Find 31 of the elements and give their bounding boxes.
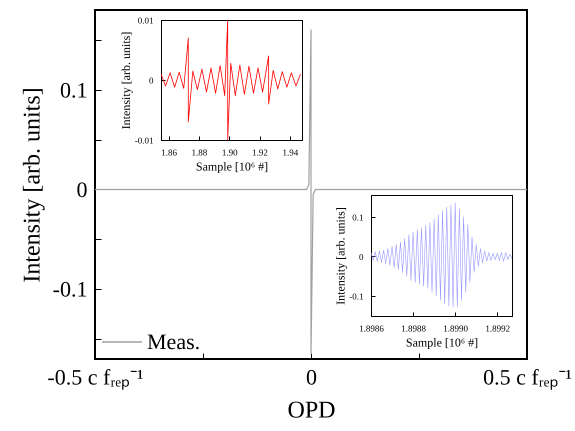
x-tick-label: 1.8992 (485, 324, 510, 334)
legend-label: Meas. (147, 329, 200, 354)
y-axis-title: Intensity [arb. units] (333, 207, 348, 305)
x-axis-title: Sample [10⁶ #] (196, 160, 268, 174)
x-tick-label: 1.90 (222, 148, 238, 158)
line-series (371, 202, 512, 308)
y-tick-label: 0 (76, 176, 88, 202)
y-axis-title: Intensity [arb. units] (118, 32, 133, 130)
x-tick-label: 0.5 c fᵣₑₚ⁻¹ (483, 364, 572, 390)
y-tick-label: 0.1 (352, 212, 364, 222)
y-tick-label: 0.01 (138, 16, 154, 26)
x-tick-label: 0 (306, 364, 317, 390)
x-tick-label: 1.88 (192, 148, 208, 158)
line-series (95, 29, 527, 355)
x-tick-label: 1.86 (161, 148, 178, 158)
y-axis-title: Intensity [arb. units] (20, 87, 46, 283)
x-axis-title: OPD (287, 398, 336, 424)
y-tick-label: 0 (149, 76, 154, 86)
y-tick-label: -0.01 (134, 136, 154, 146)
y-tick-label: 0 (359, 252, 364, 262)
x-tick-label: 1.92 (252, 148, 268, 158)
x-tick-label: 1.8990 (443, 324, 469, 334)
y-tick-label: -0.1 (52, 276, 88, 302)
y-tick-label: 0.1 (60, 77, 88, 102)
x-tick-label: 1.8988 (401, 324, 426, 334)
x-tick-label: 1.8986 (359, 324, 384, 334)
line-series (161, 20, 301, 140)
x-tick-label: 1.94 (282, 148, 299, 158)
x-tick-label: -0.5 c fᵣₑₚ⁻¹ (47, 364, 144, 390)
y-tick-label: -0.1 (349, 292, 364, 302)
x-axis-title: Sample [10⁶ #] (406, 336, 478, 350)
